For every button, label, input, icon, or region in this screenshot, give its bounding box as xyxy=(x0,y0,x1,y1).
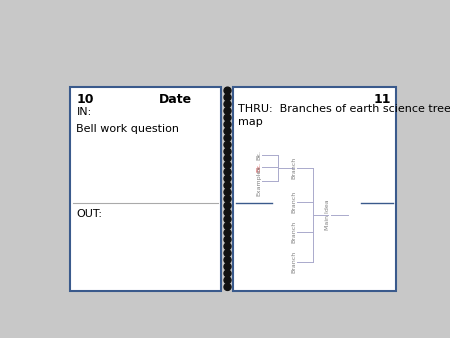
Circle shape xyxy=(224,155,231,162)
Circle shape xyxy=(224,263,231,270)
Circle shape xyxy=(224,284,231,290)
Circle shape xyxy=(224,87,231,94)
Circle shape xyxy=(224,135,231,142)
Circle shape xyxy=(224,250,231,257)
Text: Bk.: Bk. xyxy=(257,149,262,160)
Text: 10: 10 xyxy=(76,93,94,106)
Circle shape xyxy=(224,270,231,277)
Circle shape xyxy=(224,277,231,284)
Circle shape xyxy=(224,128,231,135)
Text: OUT:: OUT: xyxy=(76,209,103,219)
Bar xyxy=(70,87,221,291)
Text: 11: 11 xyxy=(374,93,391,106)
Circle shape xyxy=(224,257,231,263)
Text: Main Idea: Main Idea xyxy=(325,200,330,230)
Circle shape xyxy=(224,148,231,155)
Circle shape xyxy=(224,195,231,202)
Text: Branch: Branch xyxy=(292,156,297,179)
Circle shape xyxy=(224,189,231,196)
Text: Branch: Branch xyxy=(292,220,297,243)
Circle shape xyxy=(224,114,231,121)
Text: Bk.: Bk. xyxy=(257,162,262,172)
Circle shape xyxy=(224,182,231,189)
Text: Branch: Branch xyxy=(292,191,297,213)
Text: IN:: IN: xyxy=(76,107,92,117)
Bar xyxy=(233,87,396,291)
Text: Examples: Examples xyxy=(257,165,262,196)
Circle shape xyxy=(224,222,231,230)
Circle shape xyxy=(224,101,231,107)
Text: Branch: Branch xyxy=(292,251,297,273)
Circle shape xyxy=(224,121,231,128)
Circle shape xyxy=(224,236,231,243)
Circle shape xyxy=(224,243,231,250)
Circle shape xyxy=(224,107,231,114)
Circle shape xyxy=(224,229,231,236)
Circle shape xyxy=(224,209,231,216)
Circle shape xyxy=(224,94,231,101)
Circle shape xyxy=(224,175,231,182)
Text: Date: Date xyxy=(159,93,193,106)
Circle shape xyxy=(224,162,231,169)
Circle shape xyxy=(224,202,231,209)
Circle shape xyxy=(224,216,231,223)
Circle shape xyxy=(224,168,231,175)
Text: THRU:  Branches of earth science tree
map: THRU: Branches of earth science tree map xyxy=(238,104,450,127)
Text: Bell work question: Bell work question xyxy=(76,124,180,134)
Circle shape xyxy=(224,141,231,148)
